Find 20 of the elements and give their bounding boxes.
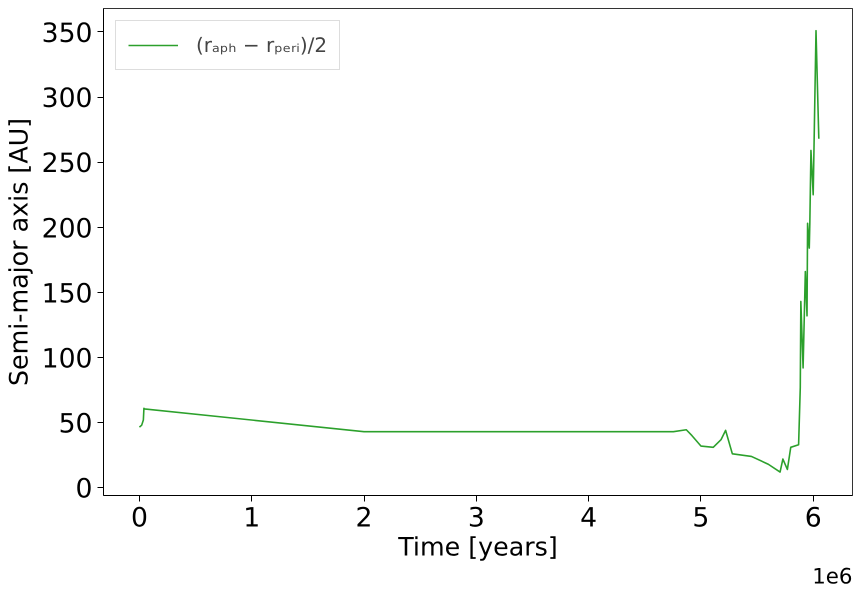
y-tick-label: 250 xyxy=(42,148,93,180)
y-tick-label: 100 xyxy=(42,343,93,374)
x-tick-label: 0 xyxy=(130,502,148,534)
x-axis-title: Time [years] xyxy=(397,532,558,562)
x-tick-label: 4 xyxy=(580,502,598,534)
x-tick-label: 6 xyxy=(804,502,822,534)
y-tick-label: 150 xyxy=(42,278,93,310)
y-tick-label: 50 xyxy=(58,408,93,440)
y-tick-label: 350 xyxy=(42,18,93,49)
y-tick-label: 0 xyxy=(76,474,93,505)
y-axis-title: Semi-major axis [AU] xyxy=(4,118,34,386)
x-tick-label: 1 xyxy=(243,502,260,534)
line-series xyxy=(138,30,820,473)
x-tick-label: 3 xyxy=(468,502,485,534)
legend-label: (rₐₚₕ − rₚₑᵣᵢ)/2 xyxy=(196,33,328,57)
text: 1e6 xyxy=(812,564,853,590)
x-tick-label: 2 xyxy=(356,502,373,534)
y-tick-label: 200 xyxy=(42,213,93,244)
x-tick-label: 5 xyxy=(692,502,710,534)
y-tick-label: 300 xyxy=(42,83,93,114)
